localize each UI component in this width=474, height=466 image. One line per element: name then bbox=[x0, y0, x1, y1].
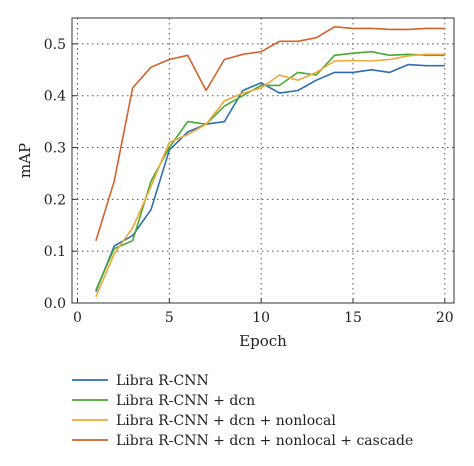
x-tick-label: 20 bbox=[436, 310, 454, 326]
x-axis-label: Epoch bbox=[239, 332, 287, 350]
legend-label-4: Libra R-CNN + dcn + nonlocal + cascade bbox=[116, 433, 413, 449]
x-tick-label: 15 bbox=[344, 310, 362, 326]
legend-label-1: Libra R-CNN bbox=[116, 373, 209, 389]
series-line-4 bbox=[95, 25, 445, 242]
series-line-1 bbox=[95, 63, 445, 292]
y-tick-label: 0.4 bbox=[44, 89, 66, 105]
grid bbox=[72, 18, 454, 304]
x-tick-label: 5 bbox=[165, 310, 174, 326]
y-axis-label: mAP bbox=[16, 143, 34, 178]
y-tick-label: 0.1 bbox=[44, 244, 66, 260]
y-tick-label: 0.2 bbox=[44, 192, 66, 208]
plot-frame bbox=[71, 17, 455, 304]
x-tick-label: 0 bbox=[73, 310, 82, 326]
y-tick-label: 0.5 bbox=[44, 37, 66, 53]
y-tick-label: 0.3 bbox=[44, 141, 66, 157]
series-lines bbox=[95, 25, 445, 298]
legend-label-2: Libra R-CNN + dcn bbox=[116, 393, 255, 409]
legend: Libra R-CNN Libra R-CNN + dcn Libra R-CNN … bbox=[72, 373, 413, 449]
series-line-3 bbox=[95, 53, 445, 298]
x-tick-label: 10 bbox=[252, 310, 270, 326]
legend-label-3: Libra R-CNN + dcn + nonlocal bbox=[116, 413, 336, 429]
axes: 0 5 10 15 20 0.0 0.1 0.2 0.3 0.4 0.5 bbox=[44, 37, 454, 326]
series-line-2 bbox=[95, 50, 445, 291]
y-tick-label: 0.0 bbox=[44, 296, 66, 312]
